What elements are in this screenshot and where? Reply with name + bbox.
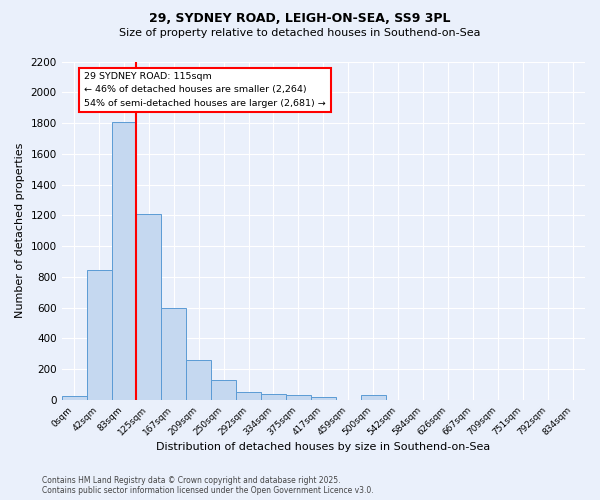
Bar	[361, 396, 386, 400]
Y-axis label: Number of detached properties: Number of detached properties	[15, 143, 25, 318]
Bar	[211, 380, 236, 400]
Bar	[86, 270, 112, 400]
Text: Contains HM Land Registry data © Crown copyright and database right 2025.
Contai: Contains HM Land Registry data © Crown c…	[42, 476, 374, 495]
Bar	[311, 397, 336, 400]
Text: 29 SYDNEY ROAD: 115sqm
← 46% of detached houses are smaller (2,264)
54% of semi-: 29 SYDNEY ROAD: 115sqm ← 46% of detached…	[84, 72, 326, 108]
Bar	[261, 394, 286, 400]
Bar	[236, 392, 261, 400]
X-axis label: Distribution of detached houses by size in Southend-on-Sea: Distribution of detached houses by size …	[156, 442, 490, 452]
Bar	[136, 214, 161, 400]
Bar	[161, 308, 186, 400]
Bar	[62, 396, 86, 400]
Bar	[112, 122, 136, 400]
Bar	[186, 360, 211, 400]
Text: 29, SYDNEY ROAD, LEIGH-ON-SEA, SS9 3PL: 29, SYDNEY ROAD, LEIGH-ON-SEA, SS9 3PL	[149, 12, 451, 26]
Bar	[286, 396, 311, 400]
Text: Size of property relative to detached houses in Southend-on-Sea: Size of property relative to detached ho…	[119, 28, 481, 38]
